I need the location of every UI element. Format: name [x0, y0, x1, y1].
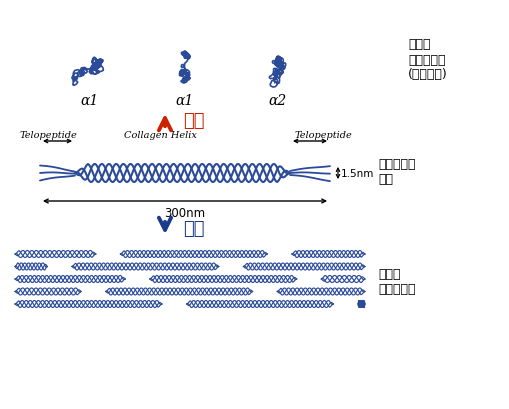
Text: 300nm: 300nm [164, 207, 205, 220]
Text: Collagen Helix: Collagen Helix [123, 131, 196, 139]
Text: 加熱: 加熱 [183, 112, 204, 130]
Text: α1: α1 [81, 94, 99, 108]
Text: α2: α2 [268, 94, 287, 108]
Text: コラーゲン: コラーゲン [407, 53, 445, 66]
Text: Telopeptide: Telopeptide [294, 131, 352, 139]
Text: Telopeptide: Telopeptide [20, 131, 77, 139]
Text: 会合: 会合 [183, 220, 204, 237]
Text: 分子: 分子 [377, 173, 392, 186]
Text: 線維状: 線維状 [377, 268, 400, 281]
Text: 熱変性: 熱変性 [407, 38, 430, 52]
Text: コラーゲン: コラーゲン [377, 158, 415, 171]
Text: 1.5nm: 1.5nm [341, 169, 374, 179]
Text: コラーゲン: コラーゲン [377, 283, 415, 296]
Text: α1: α1 [176, 94, 194, 108]
Text: (ゼラチン): (ゼラチン) [407, 68, 447, 81]
